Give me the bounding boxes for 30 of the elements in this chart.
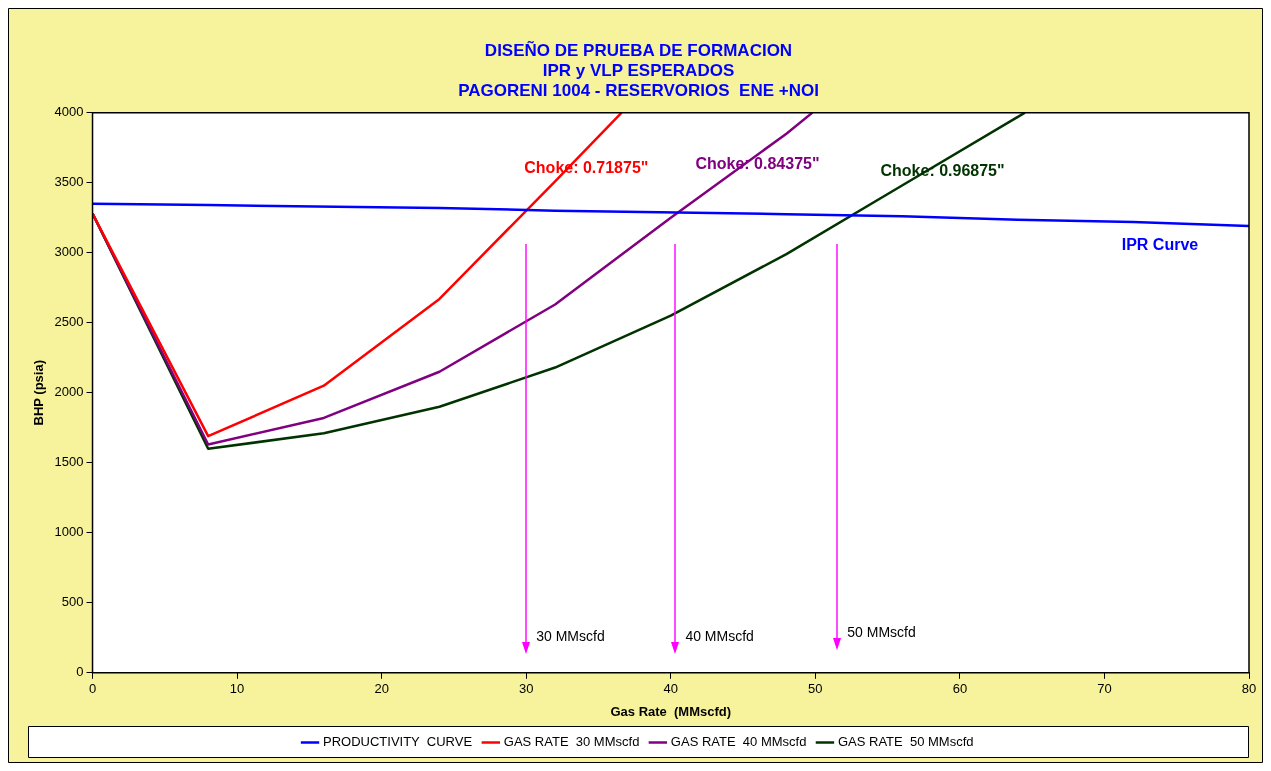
legend-label: GAS RATE 50 MMscfd — [837, 734, 974, 750]
y-tick-label: 1500 — [54, 454, 84, 470]
y-tick-label: 4000 — [54, 104, 84, 120]
y-tick-label: 1000 — [54, 524, 84, 540]
annotation: IPR Curve — [1121, 235, 1199, 253]
x-tick-label: 20 — [374, 681, 389, 697]
y-tick-label: 3000 — [54, 244, 84, 260]
y-tick-label: 2500 — [54, 314, 84, 330]
x-tick-label: 70 — [1097, 681, 1112, 697]
y-tick-label: 500 — [61, 594, 84, 610]
x-tick-label: 50 — [808, 681, 823, 697]
y-tick-label: 2000 — [54, 384, 84, 400]
x-tick-label: 60 — [952, 681, 968, 697]
y-tick-label: 0 — [76, 664, 84, 680]
annotation: 50 MMscfd — [847, 624, 916, 641]
x-tick-label: 80 — [1241, 681, 1257, 697]
annotation: 40 MMscfd — [685, 628, 754, 645]
annotation: 30 MMscfd — [536, 628, 605, 645]
y-axis-title: BHP (psia) — [31, 359, 47, 426]
legend-label: PRODUCTIVITY CURVE — [323, 734, 473, 750]
x-tick-label: 30 — [518, 681, 534, 697]
x-axis-title: Gas Rate (MMscfd) — [610, 703, 732, 719]
legend-label: GAS RATE 40 MMscfd — [670, 734, 807, 750]
x-tick-label: 40 — [663, 681, 678, 697]
y-tick-label: 3500 — [54, 174, 84, 190]
annotation: Choke: 0.84375" — [695, 155, 820, 173]
legend-label: GAS RATE 30 MMscfd — [503, 734, 640, 750]
x-tick-label: 0 — [88, 681, 97, 697]
x-tick-label: 10 — [229, 681, 245, 697]
chart-title: DISEÑO DE PRUEBA DE FORMACION IPR y VLP ESPERADOS PAGORENI 1004 - RESERVORIOS ENE +NOI — [458, 40, 819, 100]
